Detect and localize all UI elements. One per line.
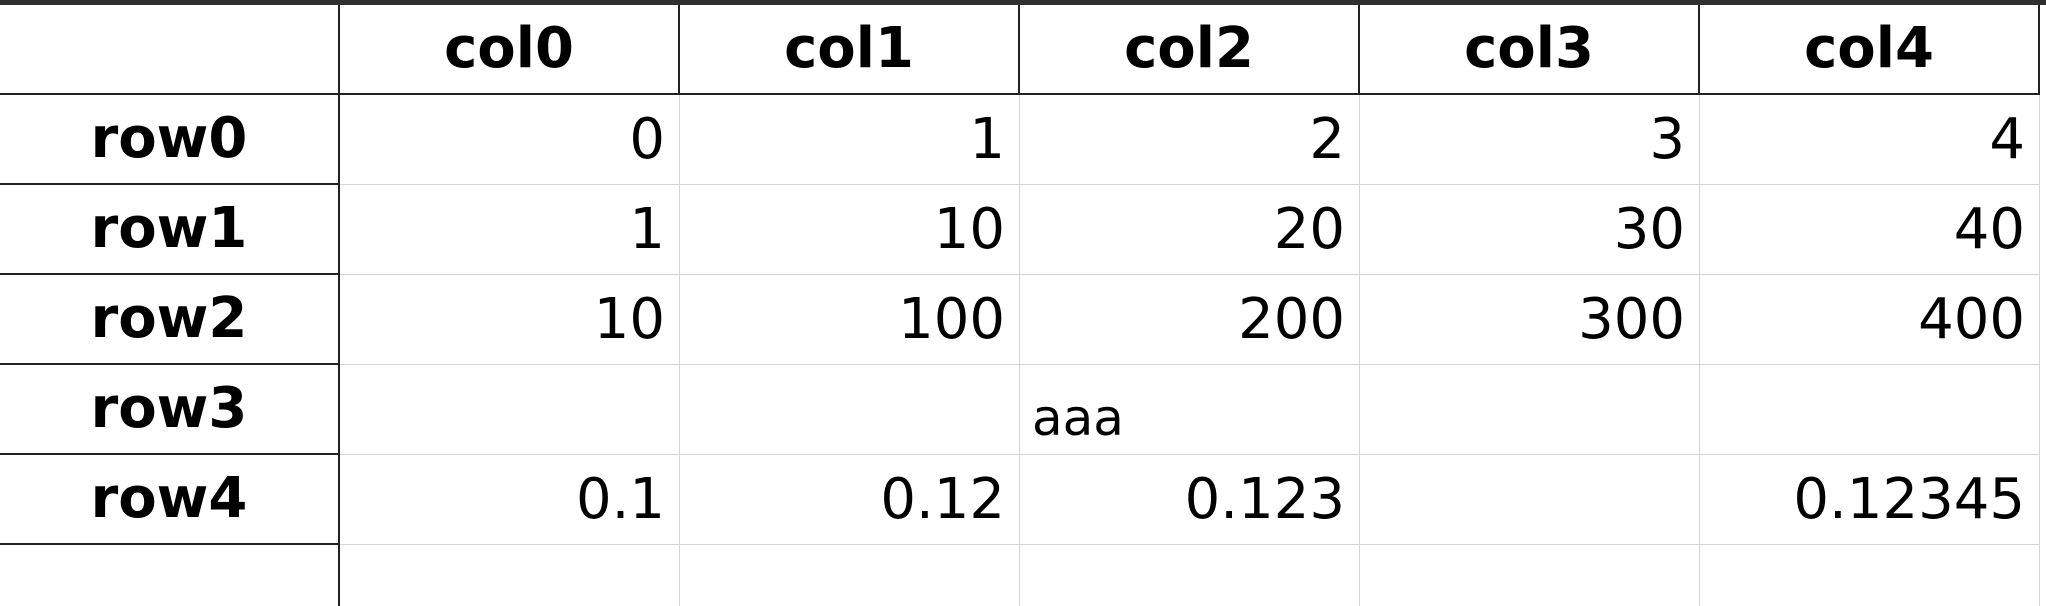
cell-row0-col3[interactable]: 3 xyxy=(1360,95,1700,185)
column-header-col4[interactable]: col4 xyxy=(1700,5,2040,95)
empty-cell[interactable] xyxy=(1020,545,1360,606)
column-header-col1[interactable]: col1 xyxy=(680,5,1020,95)
empty-cell[interactable] xyxy=(340,545,680,606)
cell-row2-col3[interactable]: 300 xyxy=(1360,275,1700,365)
spreadsheet-grid: col0 col1 col2 col3 col4 row0 0 1 2 3 4 … xyxy=(0,5,2040,606)
cell-row2-col0[interactable]: 10 xyxy=(340,275,680,365)
cell-row1-col2[interactable]: 20 xyxy=(1020,185,1360,275)
column-header-col0[interactable]: col0 xyxy=(340,5,680,95)
cell-row1-col1[interactable]: 10 xyxy=(680,185,1020,275)
cell-row0-col4[interactable]: 4 xyxy=(1700,95,2040,185)
cell-row1-col4[interactable]: 40 xyxy=(1700,185,2040,275)
corner-cell[interactable] xyxy=(0,5,340,95)
cell-row4-col1[interactable]: 0.12 xyxy=(680,455,1020,545)
cell-row1-col0[interactable]: 1 xyxy=(340,185,680,275)
row-header-row0[interactable]: row0 xyxy=(0,95,340,185)
column-header-col3[interactable]: col3 xyxy=(1360,5,1700,95)
cell-row4-col2[interactable]: 0.123 xyxy=(1020,455,1360,545)
cell-row0-col1[interactable]: 1 xyxy=(680,95,1020,185)
row-header-row3[interactable]: row3 xyxy=(0,365,340,455)
cell-row3-col0[interactable] xyxy=(340,365,680,455)
cell-row0-col0[interactable]: 0 xyxy=(340,95,680,185)
cell-row0-col2[interactable]: 2 xyxy=(1020,95,1360,185)
empty-row-header[interactable] xyxy=(0,545,340,606)
cell-row4-col4[interactable]: 0.12345 xyxy=(1700,455,2040,545)
empty-cell[interactable] xyxy=(680,545,1020,606)
cell-row3-col3[interactable] xyxy=(1360,365,1700,455)
column-header-col2[interactable]: col2 xyxy=(1020,5,1360,95)
cell-row3-col1[interactable] xyxy=(680,365,1020,455)
empty-cell[interactable] xyxy=(1360,545,1700,606)
cell-row3-col4[interactable] xyxy=(1700,365,2040,455)
cell-row2-col2[interactable]: 200 xyxy=(1020,275,1360,365)
cell-row1-col3[interactable]: 30 xyxy=(1360,185,1700,275)
cell-row4-col3[interactable] xyxy=(1360,455,1700,545)
empty-cell[interactable] xyxy=(1700,545,2040,606)
row-header-row4[interactable]: row4 xyxy=(0,455,340,545)
cell-row2-col4[interactable]: 400 xyxy=(1700,275,2040,365)
top-border xyxy=(0,0,2046,5)
cell-row2-col1[interactable]: 100 xyxy=(680,275,1020,365)
row-header-row2[interactable]: row2 xyxy=(0,275,340,365)
cell-row4-col0[interactable]: 0.1 xyxy=(340,455,680,545)
cell-row3-col2[interactable]: aaa xyxy=(1020,365,1360,455)
row-header-row1[interactable]: row1 xyxy=(0,185,340,275)
